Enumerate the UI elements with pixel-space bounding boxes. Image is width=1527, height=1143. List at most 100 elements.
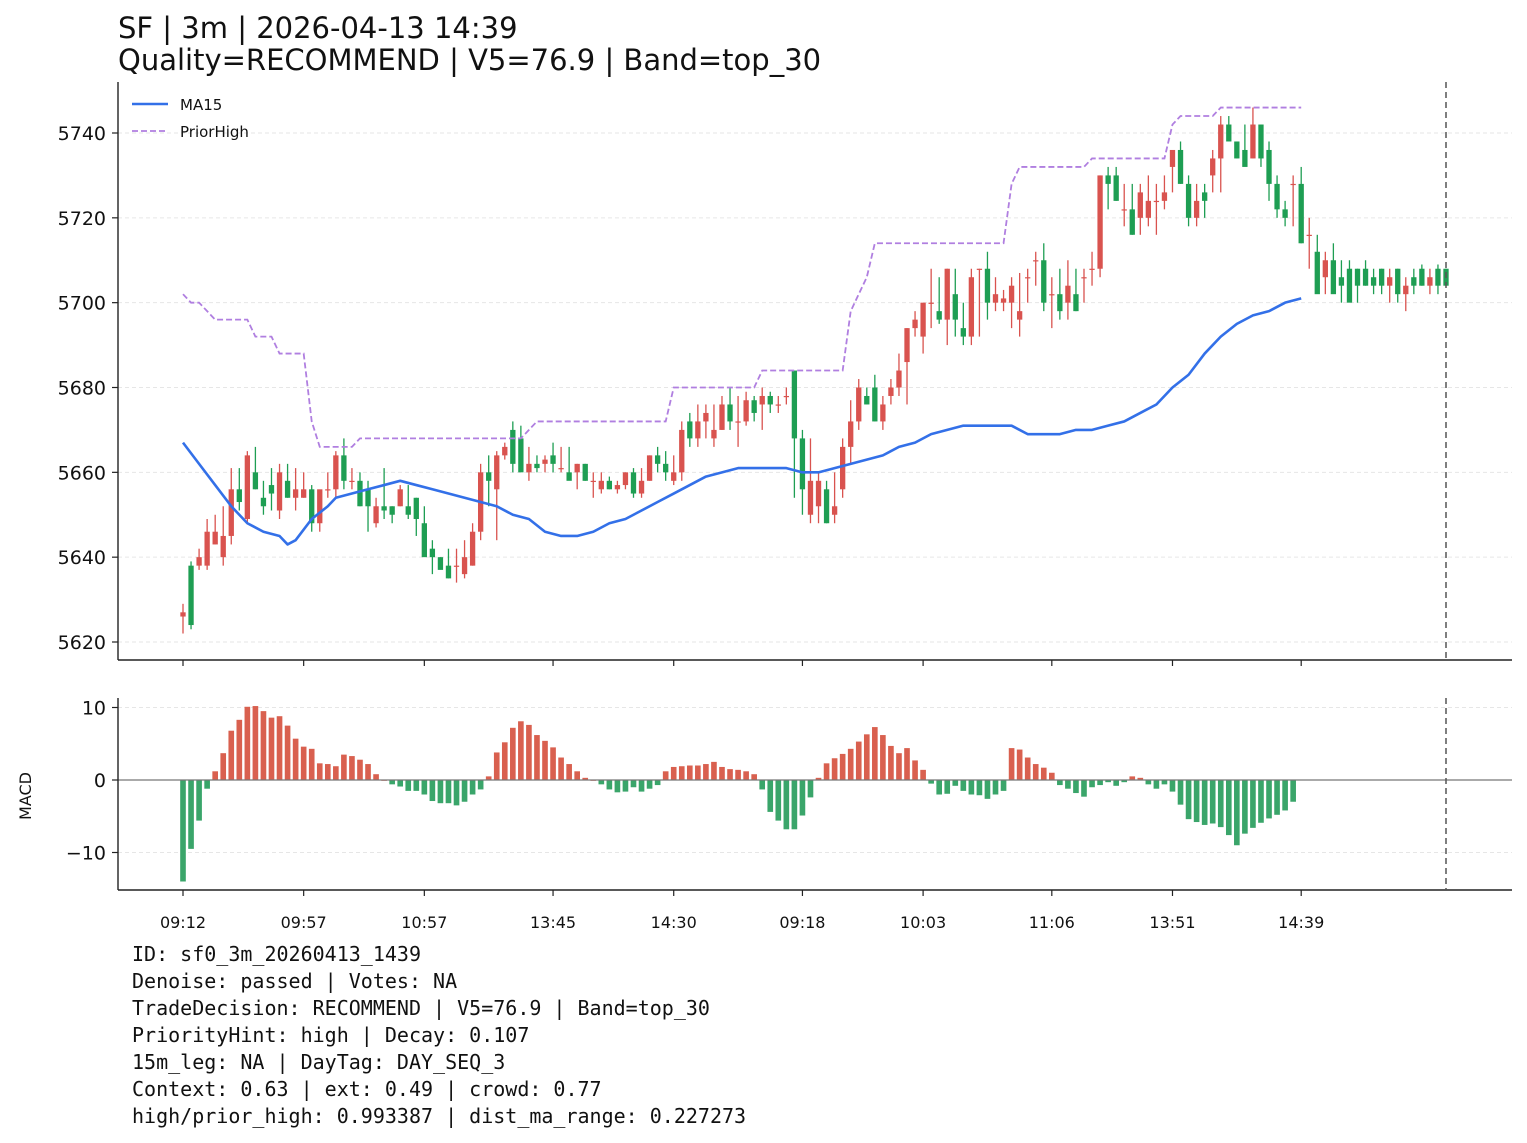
macd-bar [1242, 780, 1248, 834]
macd-bar [534, 735, 540, 780]
candle-body [1258, 124, 1264, 159]
macd-bar [1065, 780, 1071, 789]
candle-body [437, 557, 444, 570]
candle-body [365, 489, 371, 507]
candle-body [888, 387, 894, 396]
macd-bar [654, 780, 661, 786]
candle-body [767, 395, 773, 405]
candle-body [325, 489, 331, 491]
candle-body [614, 485, 621, 490]
legend-label-priorhigh: PriorHigh [180, 123, 249, 141]
macd-bar [1217, 780, 1224, 828]
x-axis: 09:12 09:57 10:57 13:45 14:30 09:18 10:03 11:06… [160, 660, 1324, 932]
macd-bar [1225, 780, 1232, 836]
macd-bar [493, 752, 500, 780]
candle-body [719, 404, 725, 430]
candle-body [815, 480, 822, 507]
candle-body [397, 489, 403, 507]
macd-bar [461, 780, 468, 802]
macd-bar [180, 780, 186, 882]
macd-bar [920, 769, 926, 780]
candle-body [671, 472, 677, 481]
macd-bar [1169, 780, 1176, 792]
y-tick-label: 0 [94, 770, 106, 792]
candle-body [1137, 192, 1143, 218]
candle-body [952, 294, 958, 320]
candle-body [912, 319, 918, 329]
macd-bar [767, 780, 774, 812]
macd-bar [839, 753, 846, 780]
candle-body [1419, 268, 1425, 286]
candle-body [534, 463, 540, 469]
macd-bar [252, 706, 259, 780]
macd-bar [260, 711, 267, 780]
macd-bar [1234, 780, 1240, 846]
candle-body [1153, 200, 1160, 203]
candle-body [309, 489, 315, 524]
candle-body [389, 506, 395, 515]
x-tick-label: 13:45 [530, 913, 576, 932]
y-tick-label: 5620 [58, 632, 106, 654]
candle-body [823, 489, 830, 524]
macd-bar [703, 764, 709, 780]
macd-bar [510, 727, 516, 780]
candle-body [751, 400, 757, 413]
candle-body [848, 421, 854, 447]
candle-body [284, 480, 291, 498]
candle-body [598, 480, 604, 490]
candle-body [220, 535, 226, 558]
macd-bar [1177, 780, 1184, 805]
info-block: ID: sf0_3m_20260413_1439 Denoise: passed… [132, 941, 746, 1130]
macd-bar [276, 716, 283, 780]
candle-body [1185, 183, 1192, 218]
macd-bar [735, 769, 741, 780]
macd-bar [1274, 780, 1280, 815]
macd-bar [727, 769, 733, 780]
macd-bar [1250, 780, 1256, 828]
candle-body [1161, 192, 1168, 201]
macd-bar [888, 745, 894, 780]
macd-bar [1089, 780, 1095, 788]
macd-bar [477, 780, 484, 790]
x-tick-label: 09:12 [160, 913, 206, 932]
macd-bar [1048, 772, 1055, 780]
candle-body [630, 472, 637, 494]
x-tick-label: 10:03 [900, 913, 946, 932]
candle-body [1306, 234, 1312, 236]
candle-body [864, 395, 870, 405]
candle-body [880, 404, 886, 422]
macd-bar [333, 766, 339, 780]
macd-bar [1209, 780, 1216, 824]
candle-body [421, 523, 427, 558]
candle-body [582, 463, 588, 481]
y-tick-label: 5680 [58, 378, 106, 400]
macd-bar [188, 780, 194, 849]
candle-body [526, 463, 532, 473]
macd-axis-label: MACD [16, 772, 35, 820]
macd-bar [1081, 780, 1087, 797]
candle-body [840, 446, 846, 490]
candle-body [1033, 260, 1039, 262]
macd-bar [1258, 780, 1264, 823]
candle-body [429, 548, 436, 558]
macd-bar [1193, 780, 1200, 823]
candle-body [1362, 268, 1369, 286]
candle-body [341, 455, 347, 481]
macd-bar [968, 780, 975, 795]
candle-body [1330, 260, 1337, 295]
macd-bar [341, 754, 347, 780]
macd-bar [244, 706, 251, 780]
candle-body [646, 455, 653, 481]
macd-bar [292, 738, 299, 780]
legend-label-ma15: MA15 [180, 96, 222, 114]
macd-bar [469, 780, 476, 795]
candle-body [461, 557, 468, 575]
candle-body [1234, 141, 1240, 159]
chart-title-line-1: SF | 3m | 2026-04-13 14:39 [118, 11, 518, 45]
macd-bar [566, 764, 572, 780]
candle-body [333, 455, 339, 490]
macd-bar [872, 727, 878, 780]
candle-body [1008, 285, 1015, 303]
candle-body [381, 506, 387, 511]
candle-body [638, 480, 645, 494]
